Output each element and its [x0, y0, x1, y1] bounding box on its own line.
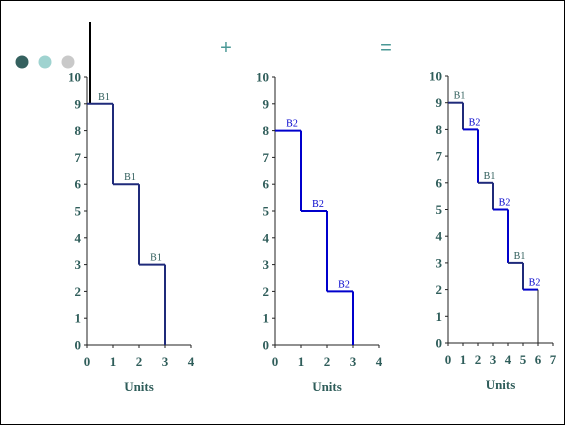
y-tick-label: 8 [436, 122, 443, 137]
x-tick-label: 0 [272, 354, 279, 369]
y-tick-label: 6 [436, 175, 443, 190]
y-tick-label: 2 [436, 282, 443, 297]
y-tick-label: 4 [263, 230, 270, 245]
y-tick-label: 9 [263, 96, 270, 111]
bid-label-b2: B2 [312, 199, 324, 210]
bid-label-b2: B2 [529, 278, 541, 289]
y-tick-label: 10 [256, 70, 269, 85]
equals-operator: = [380, 37, 392, 59]
bid-label-b1: B1 [454, 91, 466, 102]
x-axis-title: Units [312, 379, 342, 394]
y-tick-label: 6 [263, 177, 270, 192]
y-tick-label: 7 [436, 149, 443, 164]
y-tick-label: 5 [436, 202, 443, 217]
bid-label-b1: B1 [150, 253, 162, 264]
plus-operator: + [220, 37, 232, 59]
decorative-dot-dark [15, 55, 29, 69]
x-tick-label: 3 [490, 352, 497, 367]
bid-label-b1: B1 [124, 172, 136, 183]
bid-label-b2: B2 [286, 119, 298, 130]
x-tick-label: 6 [535, 352, 542, 367]
y-tick-label: 1 [75, 311, 82, 326]
x-tick-label: 2 [324, 354, 331, 369]
y-tick-label: 9 [436, 95, 443, 110]
bid-label-b1: B1 [514, 251, 526, 262]
y-tick-label: 0 [75, 338, 82, 353]
y-tick-label: 1 [436, 309, 443, 324]
x-axis-title: Units [486, 377, 516, 392]
y-tick-label: 5 [263, 204, 270, 219]
y-tick-label: 0 [263, 338, 270, 353]
y-tick-label: 6 [75, 177, 82, 192]
y-tick-label: 7 [75, 150, 82, 165]
y-tick-label: 10 [68, 70, 81, 85]
decorative-dot-gray [61, 55, 75, 69]
x-tick-label: 2 [136, 354, 143, 369]
y-tick-label: 1 [263, 311, 270, 326]
y-tick-label: 3 [263, 257, 270, 272]
bid-label-b2: B2 [499, 198, 511, 209]
y-tick-label: 8 [75, 123, 82, 138]
y-tick-label: 3 [75, 257, 82, 272]
x-tick-label: 0 [445, 352, 452, 367]
x-tick-label: 4 [188, 354, 195, 369]
bidder-b2-chart: 0 1 2 3 4 5 6 7 8 9 10 0 1 2 3 4 Units B2 B2 B2 [256, 70, 383, 395]
x-tick-label: 1 [110, 354, 117, 369]
x-tick-label: 4 [376, 354, 383, 369]
x-tick-label: 4 [505, 352, 512, 367]
x-axis-title: Units [124, 379, 154, 394]
x-tick-label: 2 [475, 352, 482, 367]
y-tick-label: 9 [75, 96, 82, 111]
y-tick-label: 7 [263, 150, 270, 165]
y-tick-label: 2 [75, 284, 82, 299]
x-tick-label: 0 [84, 354, 91, 369]
y-tick-label: 8 [263, 123, 270, 138]
y-tick-label: 4 [75, 230, 82, 245]
x-tick-label: 5 [520, 352, 527, 367]
decorative-dot-teal [38, 55, 52, 69]
x-tick-label: 1 [298, 354, 305, 369]
y-tick-label: 2 [263, 284, 270, 299]
bid-label-b2: B2 [338, 279, 350, 290]
y-tick-label: 5 [75, 204, 82, 219]
y-tick-label: 3 [436, 255, 443, 270]
y-tick-label: 0 [436, 336, 443, 351]
y-tick-label: 10 [429, 69, 442, 84]
x-tick-label: 3 [162, 354, 169, 369]
bid-label-b1: B1 [98, 92, 110, 103]
x-tick-label: 7 [550, 352, 557, 367]
x-tick-label: 3 [350, 354, 357, 369]
bidder-b1-chart: 0 1 2 3 4 5 6 7 8 9 10 0 1 2 3 4 Units B1 B1 B1 [68, 70, 195, 395]
y-tick-label: 4 [436, 229, 443, 244]
x-tick-label: 1 [460, 352, 467, 367]
bid-label-b1: B1 [484, 171, 496, 182]
bid-label-b2: B2 [469, 117, 481, 128]
